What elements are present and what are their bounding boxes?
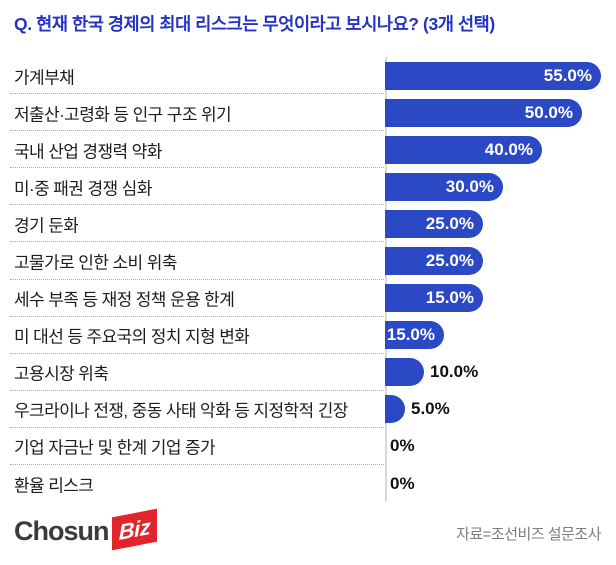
category-label: 환율 리스크 (14, 476, 94, 496)
bar-value-label: 30.0% (445, 176, 494, 196)
chart-row: 우크라이나 전쟁, 중동 사태 악화 등 지정학적 긴장 5.0% (0, 391, 616, 429)
chart-title: Q. 현재 한국 경제의 최대 리스크는 무엇이라고 보시나요? (3개 선택) (14, 14, 495, 34)
chart-row: 고용시장 위축 10.0% (0, 354, 616, 391)
bar: 15.0% (385, 321, 444, 350)
bar-value-label: 40.0% (484, 139, 533, 159)
chart-row: 미·중 패권 경쟁 심화 30.0% (0, 168, 616, 206)
logo-biz-badge: Biz (111, 508, 157, 550)
bar-value-label: 0% (390, 473, 415, 493)
bar-value-label: 0% (390, 436, 415, 456)
bar: 15.0% (385, 284, 483, 313)
category-label: 세수 부족 등 재정 정책 운용 한계 (14, 290, 235, 310)
chart-row: 기업 자금난 및 한계 기업 증가 0% (0, 428, 616, 466)
bar: 30.0% (385, 172, 503, 201)
bar: 50.0% (385, 98, 582, 127)
category-label: 미·중 패권 경쟁 심화 (14, 179, 152, 199)
bar-value-label: 50.0% (524, 102, 573, 122)
chart-row: 가계부채 55.0% (0, 57, 616, 95)
source-caption: 자료=조선비즈 설문조사 (456, 526, 601, 543)
chart-row: 경기 둔화 25.0% (0, 205, 616, 243)
chart-row: 세수 부족 등 재정 정책 운용 한계 15.0% (0, 280, 616, 317)
bar: 25.0% (385, 246, 483, 275)
chart-row: 저출산·고령화 등 인구 구조 위기 50.0% (0, 94, 616, 132)
category-label: 저출산·고령화 등 인구 구조 위기 (14, 105, 232, 125)
bar (385, 358, 424, 387)
chart-row: 고물가로 인한 소비 위축 25.0% (0, 242, 616, 280)
logo-biz-text: Biz (118, 512, 150, 545)
bar-chart: 가계부채 55.0% 저출산·고령화 등 인구 구조 위기 50.0% 국내 산업 경쟁… (0, 57, 616, 502)
bar-value-label: 10.0% (430, 362, 479, 382)
category-label: 기업 자금난 및 한계 기업 증가 (14, 438, 216, 458)
category-label: 경기 둔화 (14, 216, 79, 236)
logo-chosun-text: Chosun (14, 515, 109, 546)
chart-row: 국내 산업 경쟁력 약화 40.0% (0, 131, 616, 169)
category-label: 고물가로 인한 소비 위축 (14, 253, 177, 273)
bar-value-label: 25.0% (425, 213, 474, 233)
chosunbiz-logo: Chosun Biz (14, 508, 157, 554)
bar-value-label: 55.0% (543, 65, 592, 85)
axis-baseline (385, 57, 387, 502)
chart-row: 환율 리스크 0% (0, 465, 616, 502)
bar: 55.0% (385, 61, 601, 90)
category-label: 우크라이나 전쟁, 중동 사태 악화 등 지정학적 긴장 (14, 401, 348, 421)
bar-value-label: 15.0% (386, 325, 435, 345)
bar-value-label: 25.0% (425, 250, 474, 270)
bar (385, 395, 405, 424)
bar-value-label: 15.0% (425, 288, 474, 308)
bar: 40.0% (385, 135, 542, 164)
category-label: 국내 산업 경쟁력 약화 (14, 142, 162, 162)
bar: 25.0% (385, 209, 483, 238)
category-label: 가계부채 (14, 68, 75, 88)
bar-value-label: 5.0% (411, 399, 450, 419)
category-label: 고용시장 위축 (14, 364, 109, 384)
chart-row: 미 대선 등 주요국의 정치 지형 변화 15.0% (0, 317, 616, 354)
category-label: 미 대선 등 주요국의 정치 지형 변화 (14, 327, 250, 347)
